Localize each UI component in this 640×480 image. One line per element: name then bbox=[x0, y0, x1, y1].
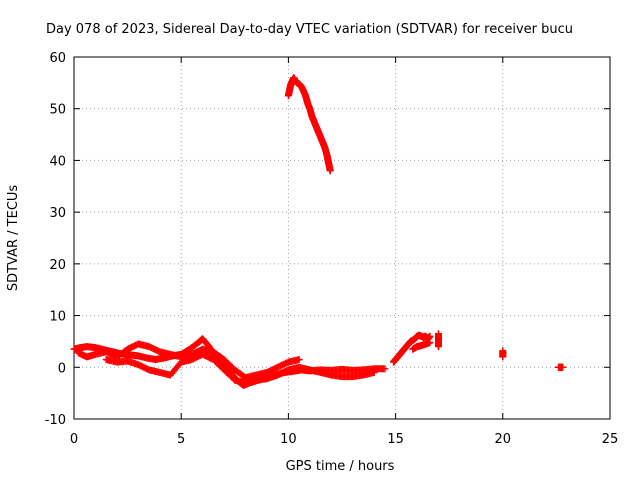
y-tick-labels: -10 0 10 20 30 40 50 60 bbox=[45, 51, 66, 428]
data-point bbox=[426, 332, 434, 340]
x-tick-label: 10 bbox=[280, 432, 297, 447]
x-tick-label: 25 bbox=[602, 432, 619, 447]
x-tick-labels: 0 5 10 15 20 25 bbox=[70, 432, 618, 447]
data-point bbox=[381, 365, 389, 373]
y-tick-label: -10 bbox=[45, 413, 66, 428]
plot-frame bbox=[73, 56, 611, 420]
x-tick-label: 15 bbox=[387, 432, 404, 447]
axis-ticks bbox=[73, 56, 611, 420]
data-point bbox=[370, 369, 378, 376]
y-tick-label: 40 bbox=[49, 154, 66, 169]
data-point bbox=[295, 356, 303, 363]
y-tick-label: 10 bbox=[49, 310, 66, 325]
grid bbox=[74, 57, 610, 419]
x-axis-label: GPS time / hours bbox=[286, 459, 395, 474]
y-axis-label: SDTVAR / TECUs bbox=[6, 185, 21, 292]
chart-title: Day 078 of 2023, Sidereal Day-to-day VTE… bbox=[46, 22, 573, 37]
x-tick-label: 5 bbox=[177, 432, 185, 447]
y-tick-label: 20 bbox=[49, 258, 66, 273]
x-tick-label: 0 bbox=[70, 432, 78, 447]
data-point bbox=[559, 363, 567, 371]
y-tick-label: 50 bbox=[49, 103, 66, 118]
y-tick-label: 0 bbox=[58, 361, 66, 376]
data-point bbox=[499, 347, 507, 355]
x-tick-label: 20 bbox=[495, 432, 512, 447]
data-points bbox=[70, 74, 567, 389]
y-tick-label: 30 bbox=[49, 206, 66, 221]
data-point bbox=[435, 330, 442, 338]
data-point bbox=[326, 167, 334, 175]
y-tick-label: 60 bbox=[49, 51, 66, 66]
data-point bbox=[426, 339, 434, 346]
